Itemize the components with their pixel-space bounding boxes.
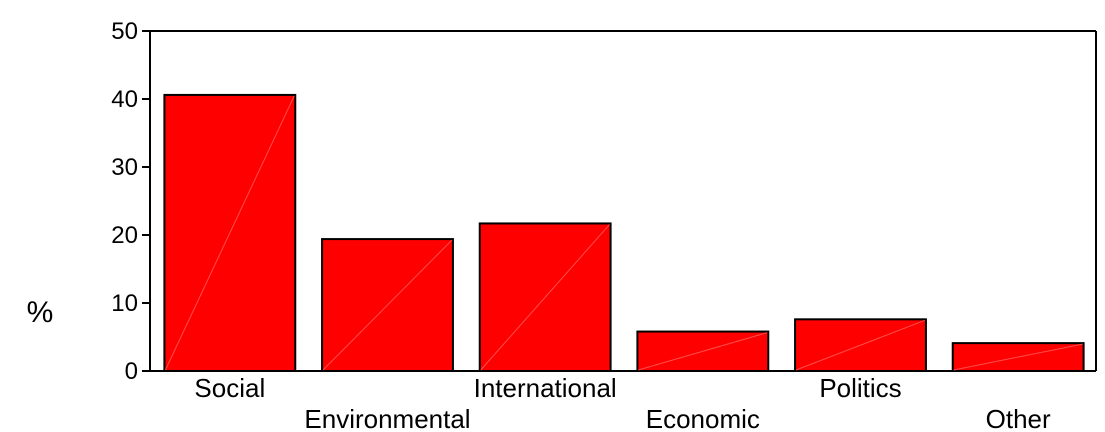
category-label-other: Other bbox=[986, 404, 1051, 432]
y-tick-label: 20 bbox=[111, 222, 138, 249]
category-label-economic: Economic bbox=[646, 404, 760, 432]
bar-diagonal-environmental bbox=[322, 239, 453, 371]
bar-diagonal-other bbox=[953, 343, 1083, 371]
y-tick-label: 30 bbox=[111, 154, 138, 181]
category-label-environmental: Environmental bbox=[304, 404, 470, 432]
bar-diagonal-economic bbox=[638, 332, 768, 371]
bars bbox=[163, 93, 1085, 373]
y-tick-label: 10 bbox=[111, 290, 138, 317]
category-label-social: Social bbox=[194, 373, 265, 403]
y-axis-ticks: 0 10 20 30 40 50 bbox=[111, 18, 150, 385]
category-label-international: International bbox=[474, 373, 617, 403]
bar-diagonal-international bbox=[480, 224, 610, 371]
y-tick-label: 0 bbox=[125, 358, 138, 385]
bar-diagonal-politics bbox=[795, 319, 926, 371]
category-label-politics: Politics bbox=[819, 373, 901, 403]
bar-diagonal-social bbox=[164, 95, 295, 371]
y-tick-label: 50 bbox=[111, 18, 138, 45]
y-axis-label: % bbox=[27, 296, 54, 329]
y-tick-label: 40 bbox=[111, 86, 138, 113]
plot-frame bbox=[149, 30, 1097, 372]
